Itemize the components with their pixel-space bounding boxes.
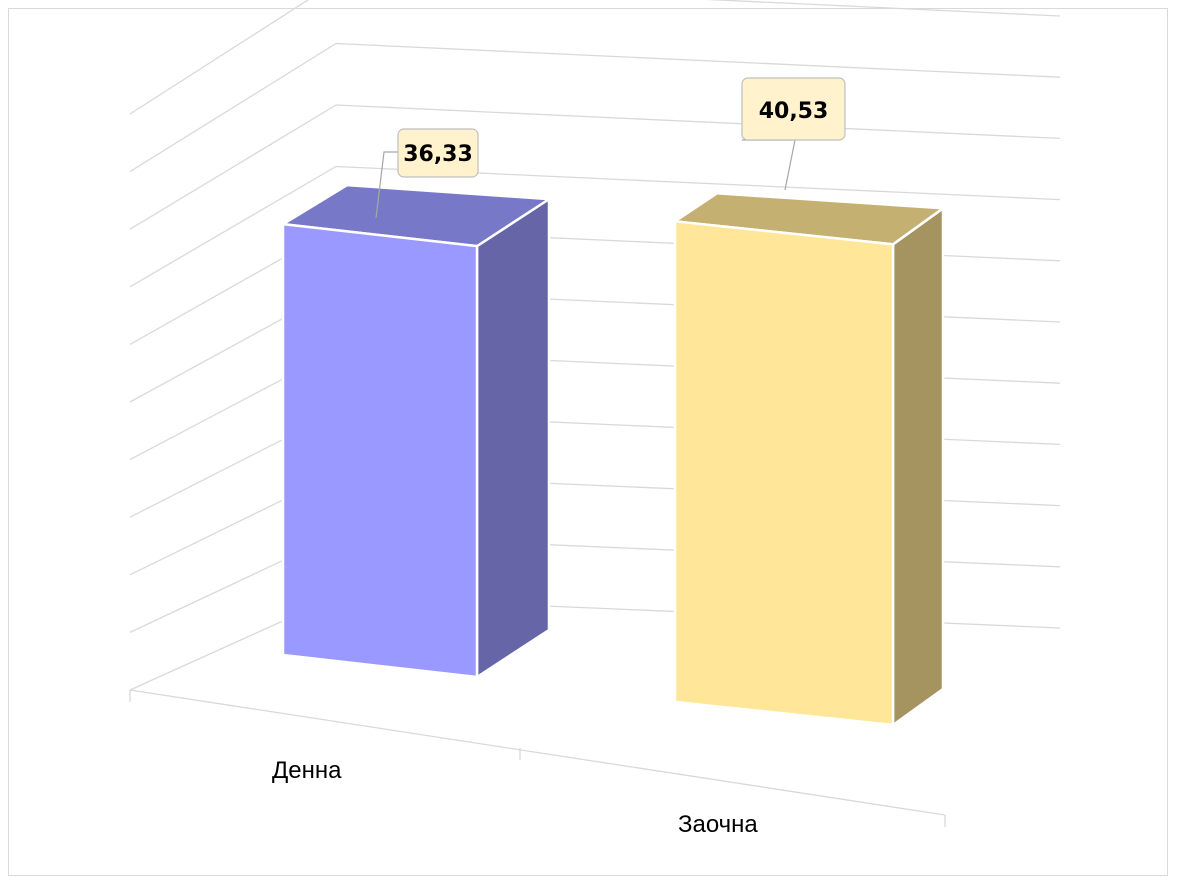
bar-1 bbox=[281, 183, 551, 679]
gridline-7 bbox=[129, 165, 1061, 288]
bar-2-side bbox=[891, 207, 945, 727]
bar-1-side bbox=[475, 197, 551, 679]
bar-1-front bbox=[281, 222, 479, 679]
chart-frame bbox=[8, 8, 1168, 876]
value-label-2-text: 40,53 bbox=[759, 99, 829, 124]
gridline-9 bbox=[129, 42, 1061, 173]
value-label-1: 36,33 bbox=[375, 128, 479, 219]
bar-2 bbox=[673, 192, 945, 727]
category-label-zaochna: Заочна bbox=[678, 811, 758, 838]
value-label-1-leader bbox=[375, 151, 398, 219]
category-label-denna: Денна bbox=[272, 757, 342, 784]
value-label-2-leader bbox=[742, 139, 796, 191]
x-axis-line bbox=[129, 689, 946, 816]
gridline-10 bbox=[129, 0, 1061, 115]
value-label-2-box bbox=[741, 77, 846, 141]
value-label-1-box bbox=[397, 128, 479, 178]
value-label-1-text: 36,33 bbox=[403, 142, 473, 167]
bars bbox=[281, 183, 945, 727]
category-labels: Денна Заочна bbox=[272, 757, 758, 838]
bar-2-front bbox=[673, 220, 895, 727]
value-label-2: 40,53 bbox=[741, 77, 846, 191]
value-labels: 36,33 40,53 bbox=[375, 77, 846, 219]
